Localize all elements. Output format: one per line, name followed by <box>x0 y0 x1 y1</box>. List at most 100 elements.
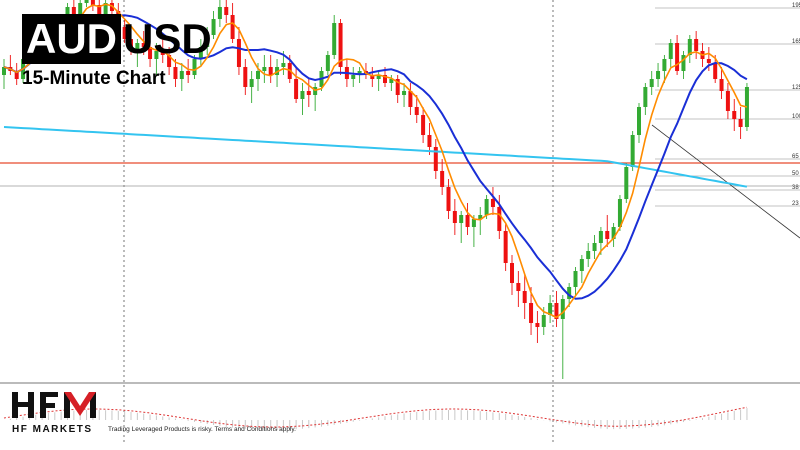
candle-body <box>211 19 216 35</box>
candle-body <box>192 59 197 75</box>
candle-body <box>465 215 470 227</box>
candle-body <box>243 67 248 87</box>
candle-body <box>605 231 610 239</box>
candle-body <box>154 51 159 59</box>
candle-body <box>573 271 578 287</box>
candle-body <box>503 231 508 263</box>
candle-body <box>109 3 114 11</box>
candle-body <box>548 303 553 315</box>
candle-body <box>332 23 337 55</box>
candle-body <box>90 0 95 5</box>
candle-body <box>719 79 724 91</box>
symbol-base: AUD <box>22 14 121 64</box>
candle-body <box>389 79 394 83</box>
candle-body <box>522 291 527 303</box>
fib-label: 23 <box>792 201 799 207</box>
candle-body <box>624 167 629 199</box>
candle-body <box>706 59 711 63</box>
candle-body <box>579 259 584 271</box>
fib-label: 65 <box>792 154 799 160</box>
candle-body <box>497 207 502 231</box>
candle-body <box>249 79 254 87</box>
candle-body <box>656 71 661 79</box>
candle-body <box>230 15 235 39</box>
candle-body <box>421 115 426 135</box>
candle-body <box>122 27 127 39</box>
candle-body <box>725 91 730 111</box>
candle-body <box>611 227 616 239</box>
candle-body <box>554 303 559 319</box>
candle-body <box>351 75 356 79</box>
candle-body <box>643 87 648 107</box>
candle-body <box>459 215 464 223</box>
candle-body <box>440 171 445 187</box>
candle-body <box>14 71 19 79</box>
candle-body <box>687 39 692 55</box>
candle-body <box>376 75 381 79</box>
fib-label: 195 <box>792 3 800 9</box>
candle-body <box>541 315 546 327</box>
candle-body <box>224 7 229 15</box>
candle-body <box>306 91 311 95</box>
candle-body <box>268 67 273 75</box>
candle-body <box>383 75 387 83</box>
company-name: HF MARKETS <box>12 424 93 435</box>
candle-body <box>560 299 565 319</box>
candle-body <box>427 135 432 147</box>
candle-body <box>357 71 362 75</box>
candle-body <box>732 111 737 119</box>
candle-body <box>325 55 330 71</box>
fib-label: 125 <box>792 85 800 91</box>
candle-body <box>668 43 673 59</box>
candle-body <box>262 67 267 71</box>
candle-body <box>478 215 483 219</box>
trendline <box>651 124 800 239</box>
fib-label: 38 <box>792 185 799 191</box>
candle-body <box>179 71 184 79</box>
candle-body <box>529 303 534 323</box>
candle-body <box>167 55 172 67</box>
candle-body <box>78 3 83 15</box>
ma-mid-line <box>3 14 748 300</box>
candle-body <box>84 0 89 3</box>
macd-signal-line <box>3 406 747 428</box>
candle-body <box>452 211 457 223</box>
candle-body <box>617 199 622 227</box>
hfm-logo <box>12 392 96 418</box>
candle-body <box>592 243 597 251</box>
candle-body <box>2 67 6 75</box>
candle-body <box>160 51 165 55</box>
candle-body <box>490 199 495 207</box>
candle-body <box>370 75 375 79</box>
candle-body <box>395 79 400 95</box>
candle-body <box>148 47 153 59</box>
symbol-quote: USD <box>123 15 212 62</box>
candle-body <box>281 63 286 67</box>
candle-body <box>744 87 749 127</box>
candle-body <box>300 91 305 99</box>
risk-disclaimer: Trading Leveraged Products is risky. Ter… <box>108 426 296 433</box>
candle-body <box>681 55 686 71</box>
candle-body <box>446 187 451 211</box>
session-divider-lines <box>123 0 554 445</box>
fib-label: 165 <box>792 39 800 45</box>
candle-body <box>510 263 514 283</box>
candle-body <box>256 71 260 79</box>
candle-body <box>141 43 146 47</box>
fibonacci-retracement: 195 165 125 100 65 50 38 23 <box>655 3 800 207</box>
candle-body <box>535 323 540 327</box>
candle-body <box>402 91 407 95</box>
candle-body <box>338 23 343 67</box>
candle-body <box>173 67 178 79</box>
candle-body <box>205 35 210 47</box>
candle-body <box>408 91 413 107</box>
candle-body <box>637 107 641 135</box>
candle-body <box>738 119 743 127</box>
candle-body <box>598 231 603 243</box>
candle-body <box>662 59 667 71</box>
fib-label: 100 <box>792 114 800 120</box>
candle-body <box>97 5 102 15</box>
candle-body <box>135 43 140 51</box>
ma-fast-line <box>3 3 748 319</box>
